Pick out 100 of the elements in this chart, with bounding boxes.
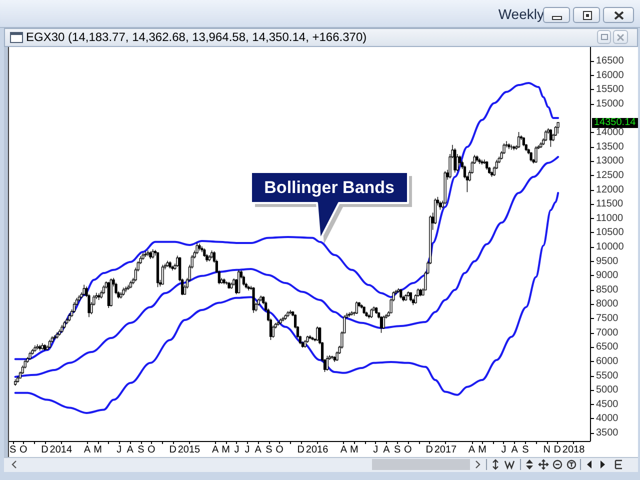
y-tick-label: 15500 bbox=[596, 84, 624, 96]
candlestick bbox=[210, 250, 214, 259]
x-tick-label: A bbox=[126, 444, 134, 456]
y-tick-label: 9000 bbox=[596, 270, 619, 282]
candlestick bbox=[66, 318, 68, 325]
x-tick-label: J bbox=[373, 444, 378, 456]
x-tick-label: 2016 bbox=[306, 444, 329, 456]
candlestick bbox=[333, 356, 336, 362]
candlestick bbox=[149, 250, 152, 260]
candlestick bbox=[161, 264, 164, 286]
y-tick-label: 12000 bbox=[596, 184, 624, 196]
x-tick-label: M bbox=[350, 444, 358, 456]
candlestick bbox=[444, 170, 446, 204]
candlestick bbox=[350, 310, 354, 316]
candlestick bbox=[375, 306, 378, 314]
candlestick bbox=[222, 278, 226, 285]
candlestick bbox=[129, 280, 132, 289]
candlestick bbox=[41, 342, 44, 350]
candlestick bbox=[326, 355, 329, 371]
candlestick bbox=[362, 306, 366, 314]
candlestick bbox=[126, 284, 130, 290]
y-tick-label: 5500 bbox=[596, 370, 619, 382]
candlestick bbox=[355, 301, 358, 314]
candlestick bbox=[306, 335, 309, 344]
candlestick bbox=[228, 282, 230, 290]
y-tick-label: 6000 bbox=[596, 356, 619, 367]
y-tick-label: 13000 bbox=[596, 156, 624, 167]
candlestick bbox=[198, 243, 201, 251]
x-tick-label: J bbox=[244, 444, 250, 456]
chart-title: Weekly bbox=[498, 6, 544, 22]
x-tick-label: J bbox=[116, 444, 122, 456]
candlestick bbox=[517, 132, 520, 148]
x-tick-label: S bbox=[394, 444, 402, 456]
candlestick bbox=[14, 378, 17, 386]
candlestick bbox=[156, 252, 160, 288]
candlestick bbox=[480, 159, 484, 165]
x-tick-label: 2014 bbox=[50, 444, 72, 456]
x-tick-label: O bbox=[276, 444, 284, 456]
candlestick bbox=[58, 329, 61, 336]
candlestick bbox=[286, 310, 290, 318]
x-tick-label: M bbox=[478, 444, 486, 456]
candlestick bbox=[168, 260, 172, 269]
y-tick-label: 9500 bbox=[596, 256, 619, 267]
y-tick-label: 4000 bbox=[596, 413, 619, 424]
y-tick-label: 3500 bbox=[596, 427, 619, 438]
x-tick-label: S bbox=[138, 444, 145, 456]
x-tick-label: J bbox=[234, 444, 240, 456]
y-tick-label: 12500 bbox=[596, 170, 624, 181]
candlestick bbox=[16, 376, 20, 383]
candlestick bbox=[330, 355, 334, 360]
text: 14350.14 bbox=[592, 116, 638, 128]
y-tick-label: 8500 bbox=[596, 284, 619, 296]
candlestick bbox=[34, 345, 36, 352]
candlestick bbox=[63, 320, 66, 329]
y-tick-label: 16500 bbox=[596, 56, 624, 67]
candlestick bbox=[419, 288, 422, 297]
candlestick bbox=[308, 334, 312, 340]
candlestick bbox=[512, 145, 516, 151]
candlestick bbox=[56, 332, 58, 339]
y-tick-label: 5000 bbox=[596, 384, 619, 396]
candlestick bbox=[102, 284, 106, 295]
candlestick bbox=[540, 142, 542, 148]
candlestick bbox=[171, 265, 174, 271]
x-tick-label: A bbox=[340, 444, 348, 456]
line-series bbox=[14, 82, 560, 360]
candlestick bbox=[556, 122, 560, 134]
candlestick bbox=[380, 316, 383, 334]
y-tick-label: 7000 bbox=[596, 327, 619, 338]
candlestick bbox=[282, 316, 284, 322]
x-tick-label: 2017 bbox=[434, 444, 458, 456]
candlestick bbox=[124, 286, 128, 293]
x-tick-label: O bbox=[19, 444, 28, 456]
candlestick bbox=[144, 250, 147, 258]
candlestick bbox=[82, 284, 86, 296]
candlestick bbox=[382, 315, 386, 330]
candlestick bbox=[53, 334, 56, 340]
candlestick bbox=[508, 143, 510, 150]
y-tick-label: 14000 bbox=[596, 127, 624, 138]
candlestick bbox=[200, 246, 204, 253]
candlestick bbox=[476, 155, 478, 162]
candlestick bbox=[110, 278, 112, 307]
candlestick bbox=[279, 318, 282, 325]
candlestick bbox=[260, 295, 262, 302]
candlestick bbox=[114, 282, 118, 295]
y-tick-label: 15000 bbox=[596, 98, 624, 110]
x-tick-label: M bbox=[222, 444, 230, 456]
candlestick bbox=[98, 293, 100, 300]
x-tick-label: S bbox=[522, 444, 530, 456]
y-tick-label: 10000 bbox=[596, 242, 624, 253]
candlestick bbox=[522, 136, 525, 147]
x-tick-label: D bbox=[426, 444, 433, 456]
candlestick bbox=[60, 324, 64, 334]
candlestick bbox=[146, 250, 150, 257]
candlestick bbox=[409, 292, 412, 302]
candlestick bbox=[406, 291, 410, 298]
x-tick-label: A bbox=[383, 444, 390, 456]
y-tick-label: 11500 bbox=[596, 198, 624, 210]
y-tick-label: 4500 bbox=[596, 398, 619, 410]
x-tick-label: A bbox=[254, 444, 262, 456]
candlestick bbox=[311, 336, 314, 341]
